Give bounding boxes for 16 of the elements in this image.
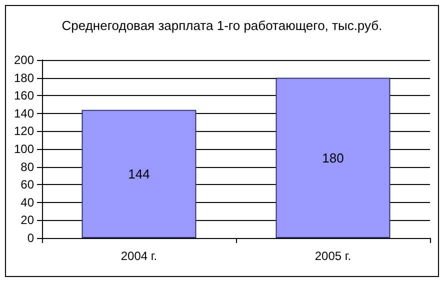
y-tick-label: 120 [14,124,34,138]
y-tick-label: 20 [20,213,34,228]
y-tick-label: 200 [14,53,34,67]
y-tick-label: 80 [20,160,34,174]
y-tick-label: 100 [14,142,34,156]
y-tick-label: 40 [20,195,34,210]
x-tick-label: 2004 г. [120,249,158,263]
x-tick-label: 2005 г. [314,249,352,263]
y-tick-label: 180 [14,70,34,85]
y-tick-label: 140 [14,106,34,120]
y-tick-label: 60 [20,178,34,192]
data-label: 180 [322,150,344,166]
y-tick-label: 160 [14,88,34,103]
y-tick-label: 0 [27,231,34,245]
data-label: 144 [128,166,150,182]
chart-title: Среднегодовая зарплата 1-го работающего, тыс.руб. [62,18,382,33]
